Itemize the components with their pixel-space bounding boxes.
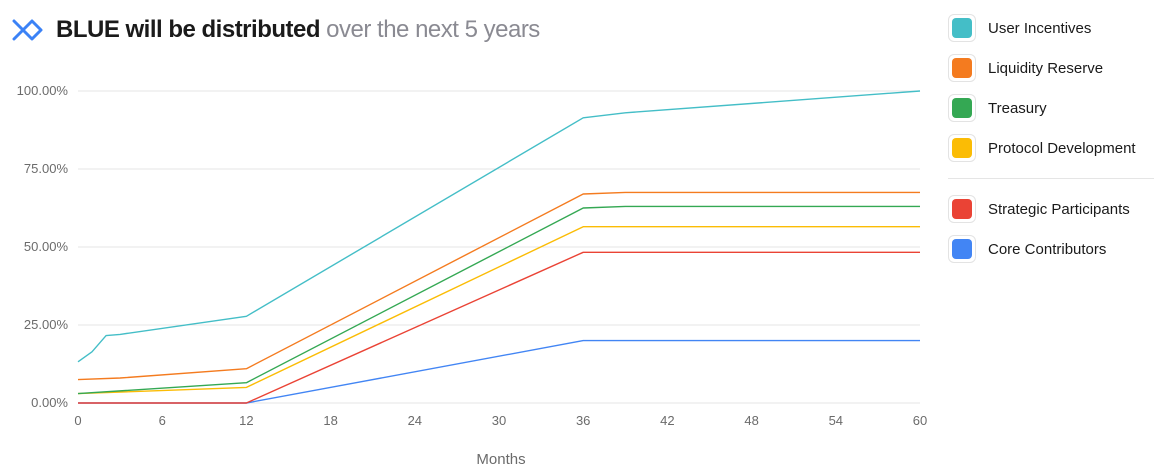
legend-swatch <box>948 195 976 223</box>
legend-label: Treasury <box>988 99 1047 117</box>
legend-swatch-color <box>952 138 972 158</box>
legend-swatch-color <box>952 18 972 38</box>
x-tick-label: 36 <box>576 413 590 428</box>
series-line-user-incentives <box>77 90 921 363</box>
legend-swatch-color <box>952 58 972 78</box>
legend-swatch <box>948 134 976 162</box>
y-axis-ticks: 0.00% 25.00% 50.00% 75.00% 100.00% <box>17 83 69 410</box>
series-line-treasury <box>77 205 920 395</box>
chart-header: BLUE will be distributed over the next 5… <box>12 12 540 48</box>
legend-item-user-incentives[interactable]: User Incentives <box>948 12 1160 44</box>
page-title: BLUE will be distributed over the next 5… <box>56 16 540 44</box>
x-tick-label: 18 <box>323 413 337 428</box>
x-axis-ticks: 0 6 12 18 24 30 36 42 48 54 60 <box>74 413 927 428</box>
grid-layer <box>78 90 920 404</box>
bluefin-logo-icon <box>12 13 46 47</box>
x-tick-label: 6 <box>159 413 166 428</box>
x-axis-label: Months <box>476 451 525 468</box>
y-tick-label: 50.00% <box>24 239 69 254</box>
series-layer <box>77 90 921 404</box>
legend-label: Protocol Development <box>988 139 1136 157</box>
legend-label: Liquidity Reserve <box>988 59 1104 77</box>
legend-item-protocol-development[interactable]: Protocol Development <box>948 132 1160 164</box>
legend-label: User Incentives <box>988 19 1092 37</box>
legend-divider <box>948 178 1154 179</box>
legend-swatch-color <box>952 199 972 219</box>
y-tick-label: 100.00% <box>17 83 69 98</box>
legend-item-treasury[interactable]: Treasury <box>948 92 1160 124</box>
legend-group-primary: User Incentives Liquidity Reserve Treasury… <box>948 12 1160 164</box>
title-sub: over the next 5 years <box>320 16 540 43</box>
legend-item-strategic-participants[interactable]: Strategic Participants <box>948 193 1160 225</box>
x-tick-label: 60 <box>913 413 927 428</box>
legend: User Incentives Liquidity Reserve Treasury… <box>948 12 1160 273</box>
x-tick-label: 12 <box>239 413 253 428</box>
legend-item-liquidity-reserve[interactable]: Liquidity Reserve <box>948 52 1160 84</box>
y-tick-label: 25.00% <box>24 317 69 332</box>
series-line-protocol-development <box>77 225 920 395</box>
y-tick-label: 0.00% <box>31 395 68 410</box>
legend-swatch-color <box>952 239 972 259</box>
x-tick-label: 48 <box>744 413 758 428</box>
legend-swatch <box>948 94 976 122</box>
legend-label: Strategic Participants <box>988 200 1130 218</box>
x-tick-label: 30 <box>492 413 506 428</box>
legend-swatch <box>948 14 976 42</box>
vesting-chart: 0.00% 25.00% 50.00% 75.00% 100.00% 0 6 12 18 24 3… <box>17 83 928 468</box>
x-tick-label: 42 <box>660 413 674 428</box>
x-tick-label: 24 <box>408 413 422 428</box>
series-line-strategic-participants <box>78 251 920 404</box>
legend-swatch-color <box>952 98 972 118</box>
legend-swatch <box>948 54 976 82</box>
x-tick-label: 54 <box>829 413 843 428</box>
series-line-liquidity-reserve <box>77 191 920 381</box>
title-main: BLUE will be distributed <box>56 16 321 43</box>
legend-label: Core Contributors <box>988 240 1107 258</box>
legend-item-core-contributors[interactable]: Core Contributors <box>948 233 1160 265</box>
x-tick-label: 0 <box>74 413 81 428</box>
legend-swatch <box>948 235 976 263</box>
legend-group-secondary: Strategic Participants Core Contributors <box>948 193 1160 265</box>
y-tick-label: 75.00% <box>24 161 69 176</box>
